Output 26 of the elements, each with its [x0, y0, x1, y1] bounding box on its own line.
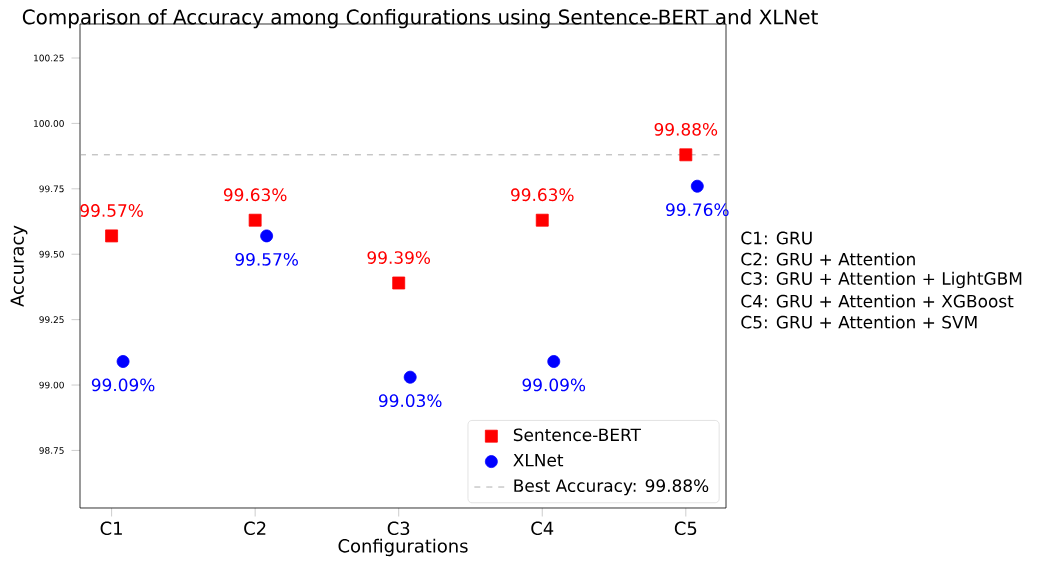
x-tick-label: C1 [100, 521, 122, 536]
legend-label: XLNet [513, 453, 564, 467]
y-axis-title: Accuracy [10, 225, 28, 307]
data-label: 99.57% [235, 252, 298, 266]
legend-label: Best Accuracy: 99.88% [514, 479, 709, 496]
data-label: 99.09% [522, 378, 586, 392]
data-label: 99.03% [378, 394, 442, 408]
text: C2: GRU + Attention [741, 252, 915, 266]
data-label: 99.76% [666, 203, 729, 217]
data-label: 99.63% [511, 188, 574, 202]
data-label: 99.57% [80, 204, 143, 217]
text: C3: GRU + Attention + LightGBM [741, 271, 1022, 289]
x-tick-label: C4 [531, 521, 554, 536]
text: C4: GRU + Attention + XGBoost [741, 294, 1014, 308]
x-tick-label: C5 [674, 521, 697, 536]
data-label: 99.09% [91, 378, 155, 392]
data-label: 99.63% [223, 188, 287, 202]
x-tick-label: C2 [244, 521, 266, 536]
x-axis-title: Configurations [338, 538, 468, 557]
data-label: 99.39% [367, 251, 431, 264]
data-label: 99.88% [654, 122, 718, 136]
x-tick-label: C3 [387, 521, 410, 536]
text: C5: GRU + Attention + SVM [741, 315, 977, 329]
chart-title: Comparison of Accuracy among Configurations using Sentence-BERT and XLNet [22, 9, 818, 29]
text: C1: GRU [741, 231, 812, 245]
legend-label: Sentence-BERT [513, 428, 641, 442]
